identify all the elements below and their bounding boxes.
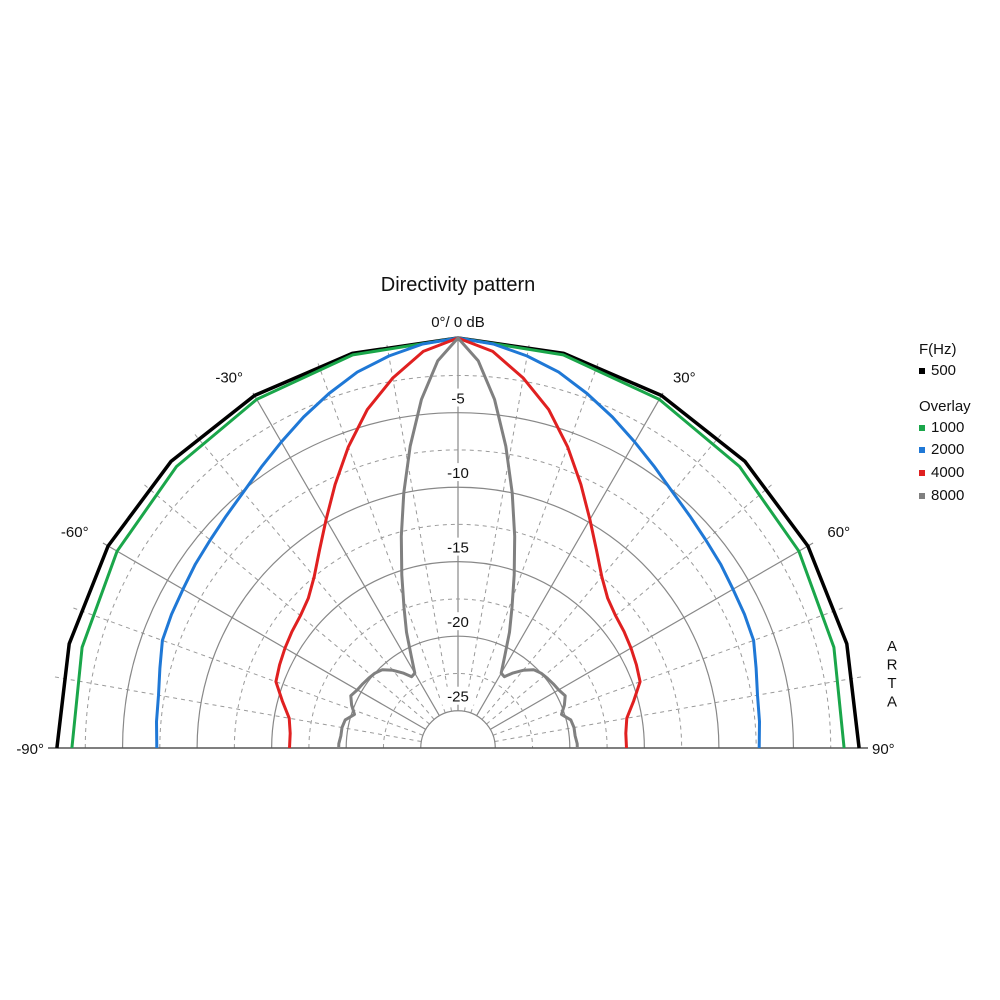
grid-arc-minor — [84, 374, 832, 749]
grid-radial-minor — [54, 676, 422, 743]
angle-tick-label: 90° — [872, 741, 895, 758]
grid-arc-major — [271, 561, 645, 749]
grid-arc-minor — [308, 598, 608, 749]
grid-arc-minor — [233, 523, 683, 749]
tick-labels: -90° -60° -30° 30° 60° 90° -5 -10 -15 -20 -25 — [16, 370, 894, 758]
db-tick-label: -20 — [447, 614, 469, 631]
legend-header: F(Hz) — [919, 341, 957, 358]
db-label-bg — [440, 612, 476, 631]
legend-swatch-2000 — [919, 447, 925, 453]
db-label-bg — [440, 537, 476, 556]
grid-arc-minor — [159, 449, 757, 749]
legend-label-8000: 8000 — [931, 487, 964, 504]
chart-title: Directivity pattern — [381, 274, 536, 296]
grid-radial-minor — [470, 362, 599, 714]
db-tick-label: -15 — [447, 540, 469, 557]
angle-tick-label: 60° — [827, 524, 850, 541]
legend-label-500: 500 — [931, 362, 956, 379]
grid-radial-major — [476, 392, 664, 717]
angle-tick-label: 30° — [673, 370, 696, 387]
db-label-bg — [440, 388, 476, 407]
grid-arc-minor — [382, 673, 534, 749]
watermark-letter: A — [887, 694, 897, 711]
watermark-letter: T — [887, 675, 896, 692]
legend-swatch-500 — [919, 368, 925, 374]
grid-radial-major — [102, 542, 427, 730]
angle-tick-label: -60° — [61, 524, 89, 541]
legend-overlay-label: Overlay — [919, 398, 971, 415]
center-label: 0°/ 0 dB — [431, 314, 485, 331]
legend-swatch-4000 — [919, 470, 925, 476]
grid-radial-minor — [143, 484, 430, 725]
angle-tick-label: -90° — [16, 741, 44, 758]
db-tick-label: -10 — [447, 465, 469, 482]
legend-label-2000: 2000 — [931, 441, 964, 458]
grid-arc-major — [420, 710, 496, 749]
db-label-bg — [440, 463, 476, 482]
angle-tick-label: -30° — [215, 370, 243, 387]
db-tick-label: -5 — [451, 391, 464, 408]
grid-radial-minor — [463, 344, 530, 712]
series-line-8000 — [337, 336, 579, 749]
legend: F(Hz) Overlay 500 1000 2000 4000 8000 — [919, 341, 971, 504]
db-label-bg — [440, 686, 476, 705]
legend-swatch-8000 — [919, 493, 925, 499]
legend-label-4000: 4000 — [931, 464, 964, 481]
series-group — [55, 336, 861, 749]
grid-radial-minor — [72, 607, 424, 736]
grid-arc-major — [121, 411, 795, 749]
grid-arc-major — [196, 486, 720, 749]
watermark-letter: A — [887, 638, 897, 655]
legend-label-1000: 1000 — [931, 419, 964, 436]
db-tick-label: -25 — [447, 689, 469, 706]
watermark-letter: R — [887, 657, 898, 674]
polar-grid — [48, 338, 868, 749]
grid-arc-major — [345, 635, 571, 749]
grid-radial-minor — [494, 676, 862, 743]
legend-swatch-1000 — [919, 425, 925, 431]
